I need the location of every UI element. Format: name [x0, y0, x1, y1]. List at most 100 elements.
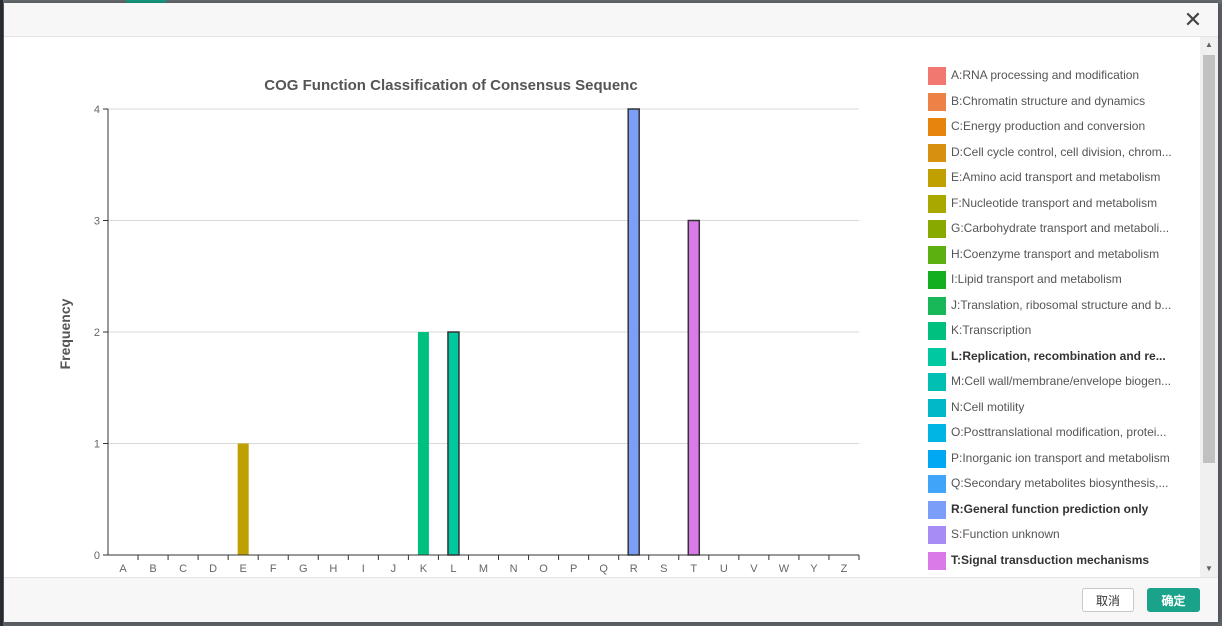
- chart-title: COG Function Classification of Consensus…: [264, 77, 637, 94]
- legend-item-N[interactable]: N:Cell motility: [928, 396, 1178, 422]
- legend-label: N:Cell motility: [951, 399, 1025, 414]
- x-tick-label-K: K: [420, 563, 428, 575]
- y-axis-label: Frequency: [57, 298, 73, 369]
- legend-swatch: [928, 271, 946, 289]
- bar-L[interactable]: [447, 331, 460, 556]
- legend-swatch: [928, 449, 946, 468]
- legend-swatch: [928, 322, 946, 340]
- legend-label: F:Nucleotide transport and metabolism: [951, 195, 1158, 210]
- bar-T[interactable]: [687, 219, 701, 556]
- background-strip: [0, 0, 1222, 4]
- legend-item-B[interactable]: B:Chromatin structure and dynamics: [928, 90, 1178, 116]
- legend-label: Q:Secondary metabolites biosynthesis,...: [951, 476, 1169, 490]
- legend-item-S[interactable]: S:Function unknown: [928, 523, 1178, 549]
- x-tick-label-H: H: [329, 563, 337, 575]
- legend-swatch: [928, 347, 946, 366]
- dialog-body: COG Function Classification of Consensus…: [4, 37, 1200, 577]
- legend-label: A:RNA processing and modification: [951, 68, 1140, 82]
- legend-swatch: [928, 92, 946, 111]
- legend-item-G[interactable]: G:Carbohydrate transport and metaboli...: [928, 217, 1178, 243]
- scroll-thumb[interactable]: [1203, 55, 1215, 463]
- bar-E[interactable]: [237, 443, 249, 556]
- legend-swatch: [928, 118, 946, 136]
- legend-label: R:General function prediction only: [951, 501, 1149, 516]
- legend-item-T[interactable]: T:Signal transduction mechanisms: [928, 549, 1178, 575]
- legend-swatch: [928, 220, 946, 238]
- legend-swatch: [928, 67, 946, 85]
- legend-swatch: [928, 424, 946, 442]
- bar-K[interactable]: [417, 332, 429, 555]
- legend-item-A[interactable]: A:RNA processing and modification: [928, 64, 1178, 90]
- legend-item-D[interactable]: D:Cell cycle control, cell division, chr…: [928, 141, 1178, 167]
- legend-item-K[interactable]: K:Transcription: [928, 319, 1178, 345]
- chart-legend: A:RNA processing and modification B:Chrom…: [928, 64, 1178, 574]
- x-tick-label-E: E: [240, 563, 247, 575]
- y-tick-label: 4: [94, 104, 100, 116]
- legend-label: M:Cell wall/membrane/envelope biogen...: [951, 374, 1172, 388]
- axes: 0 1 2 3 4 A B C D E F G H I J K L M N O P Q R S T U V W Y Z: [94, 104, 860, 575]
- y-tick-label: 3: [94, 216, 100, 228]
- x-tick-label-B: B: [149, 563, 156, 575]
- legend-label: P:Inorganic ion transport and metabolism: [951, 450, 1170, 465]
- close-icon[interactable]: ✕: [1183, 7, 1203, 32]
- x-tick-label-Z: Z: [841, 563, 848, 575]
- legend-swatch: [928, 551, 946, 570]
- scroll-up-icon[interactable]: ▲: [1205, 40, 1213, 49]
- legend-label: E:Amino acid transport and metabolism: [951, 170, 1161, 184]
- x-tick-label-T: T: [690, 563, 697, 575]
- legend-label: G:Carbohydrate transport and metaboli...: [951, 221, 1170, 235]
- legend-label: K:Transcription: [951, 323, 1032, 337]
- x-tick-label-C: C: [179, 563, 187, 575]
- legend-label: J:Translation, ribosomal structure and b…: [951, 297, 1172, 312]
- x-tick-label-A: A: [119, 563, 127, 575]
- legend-swatch: [928, 169, 946, 187]
- background-tab: [126, 0, 166, 3]
- legend-label: T:Signal transduction mechanisms: [951, 552, 1150, 567]
- legend-swatch: [928, 526, 946, 544]
- bar-R[interactable]: [627, 108, 640, 556]
- legend-item-F[interactable]: F:Nucleotide transport and metabolism: [928, 192, 1178, 218]
- x-tick-label-U: U: [720, 563, 728, 575]
- legend-swatch: [928, 373, 946, 391]
- legend-swatch: [928, 194, 946, 213]
- x-tick-label-G: G: [299, 563, 308, 575]
- y-tick-label: 0: [94, 550, 100, 562]
- x-tick-label-N: N: [510, 563, 518, 575]
- legend-item-H[interactable]: H:Coenzyme transport and metabolism: [928, 243, 1178, 269]
- legend-item-M[interactable]: M:Cell wall/membrane/envelope biogen...: [928, 370, 1178, 396]
- legend-label: O:Posttranslational modification, protei…: [951, 425, 1167, 439]
- x-tick-label-L: L: [450, 563, 456, 575]
- cancel-button[interactable]: 取消: [1082, 588, 1134, 612]
- legend-item-I[interactable]: I:Lipid transport and metabolism: [928, 268, 1178, 294]
- legend-swatch: [928, 475, 946, 493]
- vertical-scrollbar[interactable]: ▲ ▼: [1200, 37, 1218, 577]
- x-tick-label-Q: Q: [599, 563, 608, 575]
- x-tick-label-O: O: [539, 563, 548, 575]
- legend-item-Q[interactable]: Q:Secondary metabolites biosynthesis,...: [928, 472, 1178, 498]
- legend-swatch: [928, 500, 946, 519]
- x-tick-label-R: R: [630, 563, 638, 575]
- legend-swatch: [928, 143, 946, 162]
- legend-swatch: [928, 398, 946, 417]
- legend-label: B:Chromatin structure and dynamics: [951, 93, 1146, 108]
- legend-label: D:Cell cycle control, cell division, chr…: [951, 144, 1172, 159]
- legend-label: L:Replication, recombination and re...: [951, 348, 1166, 363]
- dialog-header: ✕: [4, 3, 1218, 37]
- x-tick-label-P: P: [570, 563, 577, 575]
- cog-bar-chart: COG Function Classification of Consensus…: [57, 77, 860, 575]
- legend-swatch: [928, 245, 946, 264]
- legend-item-L[interactable]: L:Replication, recombination and re...: [928, 345, 1178, 371]
- legend-item-R[interactable]: R:General function prediction only: [928, 498, 1178, 524]
- ok-button[interactable]: 确定: [1147, 588, 1200, 612]
- legend-item-O[interactable]: O:Posttranslational modification, protei…: [928, 421, 1178, 447]
- x-tick-label-J: J: [391, 563, 397, 575]
- x-tick-label-S: S: [660, 563, 667, 575]
- legend-item-C[interactable]: C:Energy production and conversion: [928, 115, 1178, 141]
- legend-item-E[interactable]: E:Amino acid transport and metabolism: [928, 166, 1178, 192]
- scroll-down-icon[interactable]: ▼: [1205, 564, 1213, 573]
- x-tick-label-I: I: [362, 563, 365, 575]
- legend-item-J[interactable]: J:Translation, ribosomal structure and b…: [928, 294, 1178, 320]
- x-tick-label-M: M: [479, 563, 488, 575]
- background-edge: [0, 0, 3, 626]
- legend-item-P[interactable]: P:Inorganic ion transport and metabolism: [928, 447, 1178, 473]
